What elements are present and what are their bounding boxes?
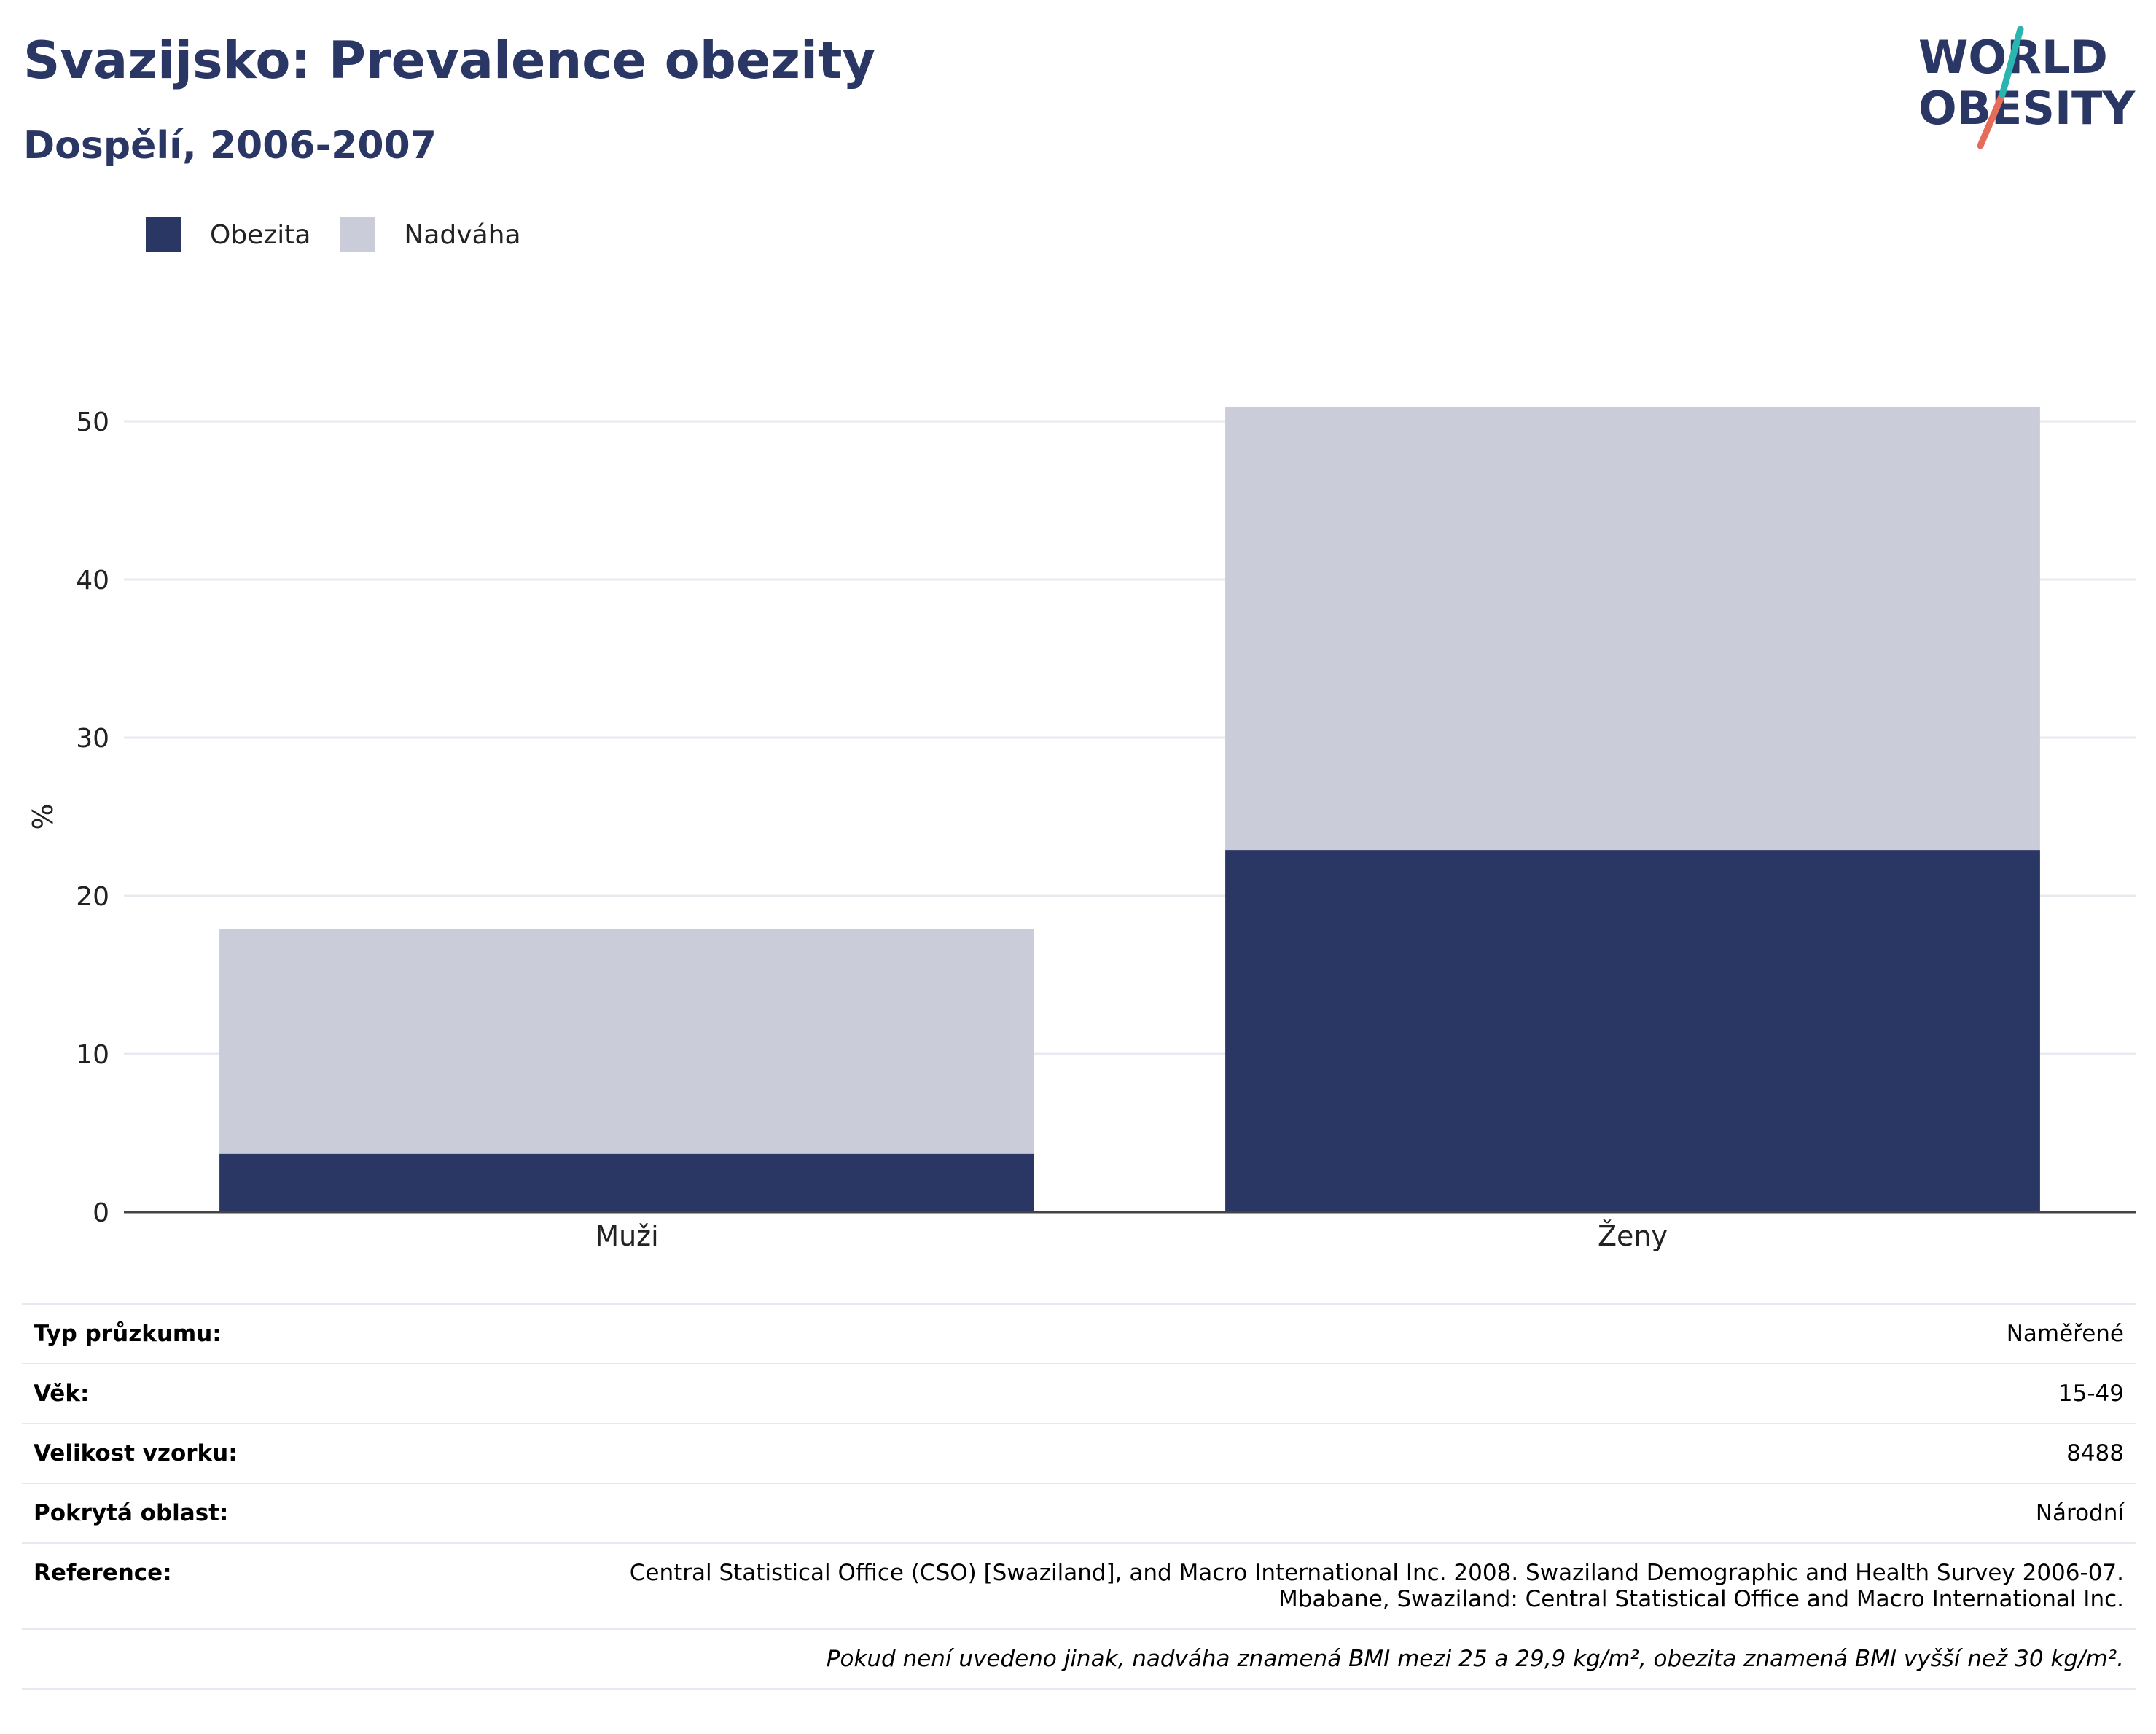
y-tick-label: 10 xyxy=(76,1040,109,1070)
y-tick-label: 50 xyxy=(76,407,109,437)
bar-overweight-0 xyxy=(219,929,1034,1154)
info-row-sample-size: Velikost vzorku: 8488 xyxy=(22,1423,2136,1483)
info-value: Naměřené xyxy=(2006,1321,2124,1347)
info-key: Typ průzkumu: xyxy=(34,1321,222,1347)
reference-line-1: Central Statistical Office (CSO) [Swazil… xyxy=(629,1560,2124,1586)
info-value: Central Statistical Office (CSO) [Swazil… xyxy=(297,1543,2136,1629)
y-tick-label: 20 xyxy=(76,882,109,912)
legend-item-obesity[interactable]: Obezita xyxy=(146,217,310,252)
info-row-area: Pokrytá oblast: Národní xyxy=(22,1483,2136,1543)
info-row-age: Věk: 15-49 xyxy=(22,1364,2136,1423)
info-key: Velikost vzorku: xyxy=(34,1440,238,1467)
y-tick-label: 0 xyxy=(93,1198,109,1228)
footnote: Pokud není uvedeno jinak, nadváha znamen… xyxy=(22,1629,2136,1690)
bar-overweight-1 xyxy=(1225,407,2040,851)
chart-legend: Obezita Nadváha xyxy=(146,217,550,252)
legend-item-overweight[interactable]: Nadváha xyxy=(340,217,521,252)
bar-chart: 0 10 20 30 40 50% Muži Ženy xyxy=(27,407,2136,1252)
svg-text:OBESITY: OBESITY xyxy=(1918,82,2136,135)
world-obesity-logo: WORLD OBESITY xyxy=(1918,26,2136,149)
y-tick-label: 40 xyxy=(76,566,109,595)
info-key: Reference: xyxy=(34,1560,172,1586)
x-tick-label: Ženy xyxy=(1598,1220,1668,1252)
info-value: Národní xyxy=(2035,1500,2124,1526)
chart-subtitle: Dospělí, 2006-2007 xyxy=(23,124,437,168)
legend-label-obesity: Obezita xyxy=(210,219,311,250)
info-row-reference: Reference: Central Statistical Office (C… xyxy=(22,1543,2136,1629)
reference-line-2: Mbabane, Swaziland: Central Statistical … xyxy=(1278,1586,2124,1612)
info-key: Věk: xyxy=(34,1380,90,1407)
legend-label-overweight: Nadváha xyxy=(404,219,521,250)
info-key: Pokrytá oblast: xyxy=(34,1500,229,1526)
legend-swatch-obesity xyxy=(146,217,181,252)
bar-obesity-0 xyxy=(219,1153,1034,1212)
legend-swatch-overweight xyxy=(340,217,375,252)
x-tick-label: Muži xyxy=(595,1220,658,1252)
y-tick-label: 30 xyxy=(76,724,109,754)
info-row-footnote: Pokud není uvedeno jinak, nadváha znamen… xyxy=(22,1629,2136,1690)
info-row-survey-type: Typ průzkumu: Naměřené xyxy=(22,1304,2136,1364)
survey-info-table: Typ průzkumu: Naměřené Věk: 15-49 Veliko… xyxy=(22,1303,2136,1690)
bar-obesity-1 xyxy=(1225,850,2040,1212)
chart-title: Svazijsko: Prevalence obezity xyxy=(23,31,876,90)
y-axis-label: % xyxy=(27,803,59,829)
info-value: 8488 xyxy=(2066,1440,2124,1467)
info-value: 15-49 xyxy=(2058,1380,2124,1407)
